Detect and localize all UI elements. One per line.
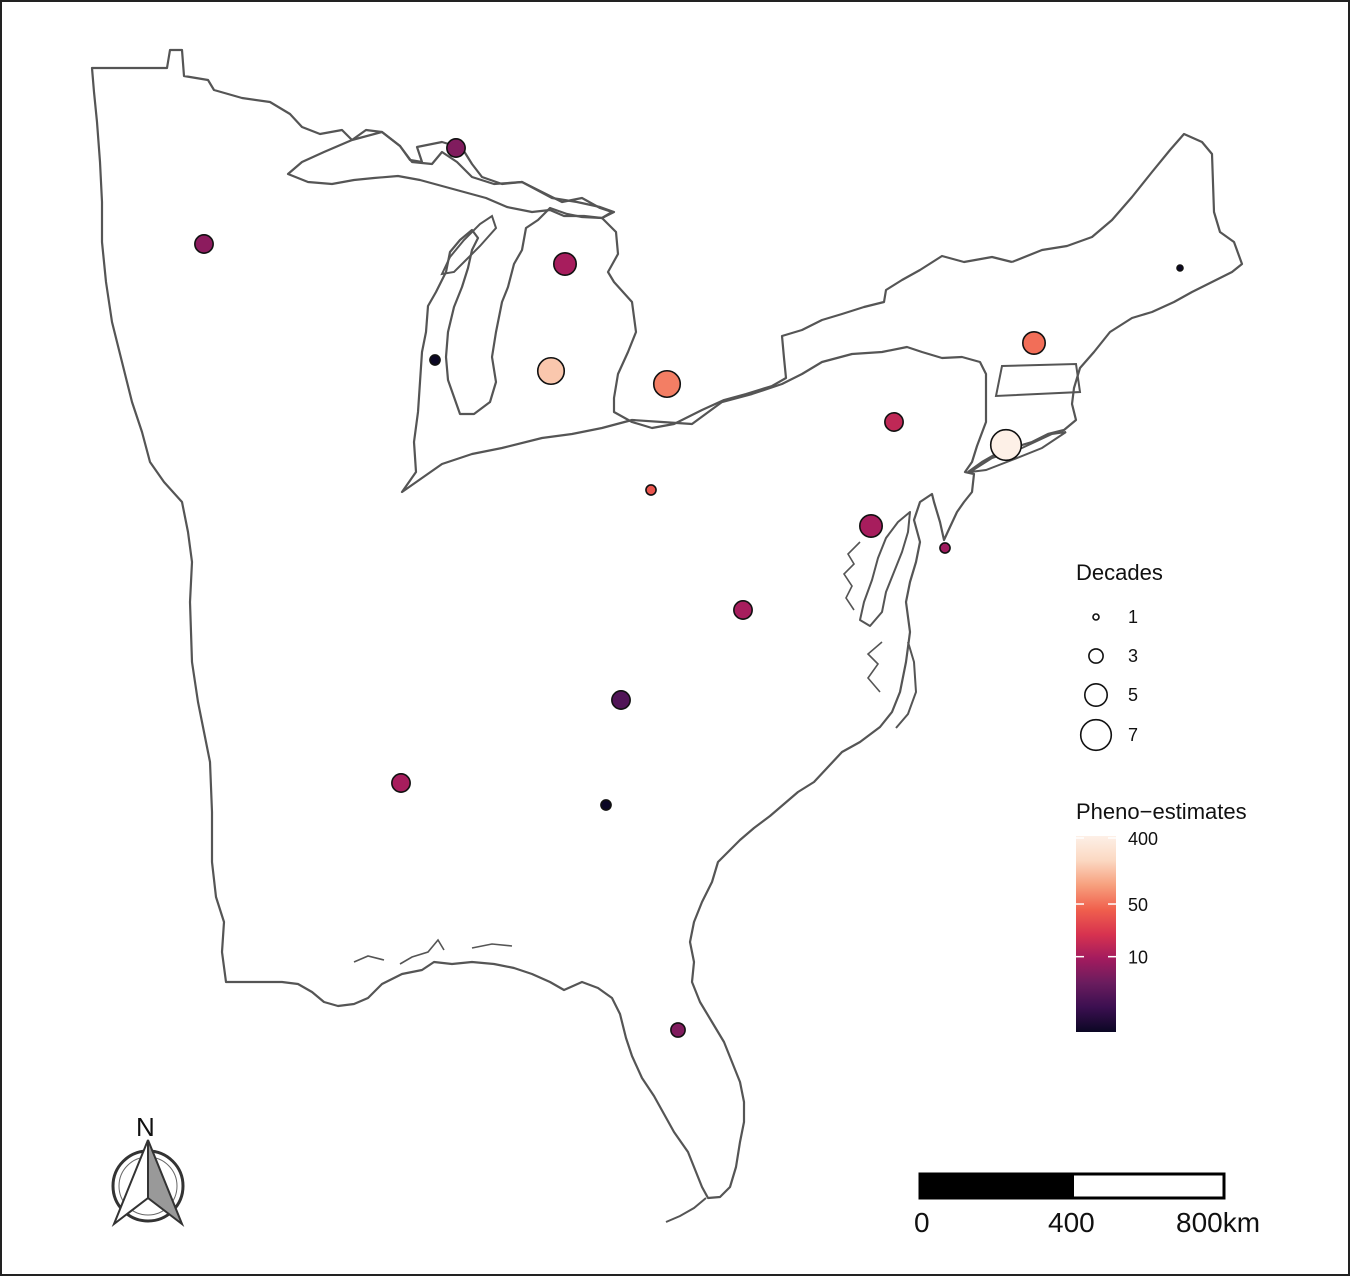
chesapeake-bay — [859, 511, 911, 627]
size-legend: 1 3 5 7 — [1079, 607, 1138, 752]
site-new-hampshire — [1021, 330, 1046, 355]
florida-keys — [665, 1197, 707, 1223]
size-legend-label-1: 1 — [1128, 607, 1138, 627]
color-legend-label-400: 400 — [1128, 829, 1158, 849]
chesapeake-tributaries — [842, 541, 883, 693]
eastern-us-outline — [90, 48, 988, 1200]
site-wisconsin-shore — [429, 354, 441, 366]
massachusetts-notch — [994, 362, 1082, 398]
size-legend-circle-1 — [1092, 613, 1100, 621]
scale-label-0: 0 — [914, 1207, 930, 1238]
size-legend-circle-5 — [1084, 682, 1109, 707]
lake-erie-shoreline — [601, 217, 1013, 430]
gulf-coast-detail — [353, 938, 513, 965]
site-delaware — [939, 542, 951, 554]
scale-bar-filled-segment — [920, 1174, 1074, 1198]
size-legend-label-7: 7 — [1128, 725, 1138, 745]
north-label: N — [136, 1112, 155, 1142]
color-legend-label-50: 50 — [1128, 895, 1148, 915]
color-legend-bar — [1076, 836, 1116, 1032]
color-legend-ticks: 400 50 10 — [1076, 829, 1158, 968]
site-florida — [670, 1022, 686, 1038]
size-legend-circle-7 — [1079, 718, 1113, 752]
scale-bar: 0 400 800km — [914, 1172, 1260, 1238]
color-legend-title: Pheno−estimates — [1076, 799, 1247, 824]
size-legend-label-5: 5 — [1128, 685, 1138, 705]
site-new-york-city — [989, 428, 1023, 462]
door-peninsula — [440, 214, 498, 276]
site-central-michigan — [536, 356, 566, 386]
size-legend-label-3: 3 — [1128, 646, 1138, 666]
size-legend-title: Decades — [1076, 560, 1163, 585]
site-maryland — [858, 513, 883, 538]
size-legend-circle-3 — [1088, 648, 1104, 664]
site-northern-michigan — [552, 252, 577, 277]
color-legend-label-10: 10 — [1128, 948, 1148, 968]
site-new-york-upstate — [884, 412, 904, 432]
outer-banks — [895, 641, 918, 729]
site-kentucky — [611, 690, 631, 710]
new-england-outline — [967, 132, 1244, 473]
site-minnesota — [194, 234, 214, 254]
site-tennessee — [600, 799, 612, 811]
site-ohio — [645, 484, 657, 496]
scale-label-800km: 800km — [1176, 1207, 1260, 1238]
site-missouri — [391, 773, 411, 793]
north-arrow: N — [111, 1112, 185, 1228]
points-layer — [194, 138, 1184, 1038]
site-southeast-michigan — [652, 369, 682, 399]
site-maine — [1176, 264, 1184, 272]
lake-superior-shoreline — [286, 130, 616, 220]
site-upper-peninsula — [446, 138, 466, 158]
site-west-virginia — [733, 600, 753, 620]
scale-label-400: 400 — [1048, 1207, 1095, 1238]
